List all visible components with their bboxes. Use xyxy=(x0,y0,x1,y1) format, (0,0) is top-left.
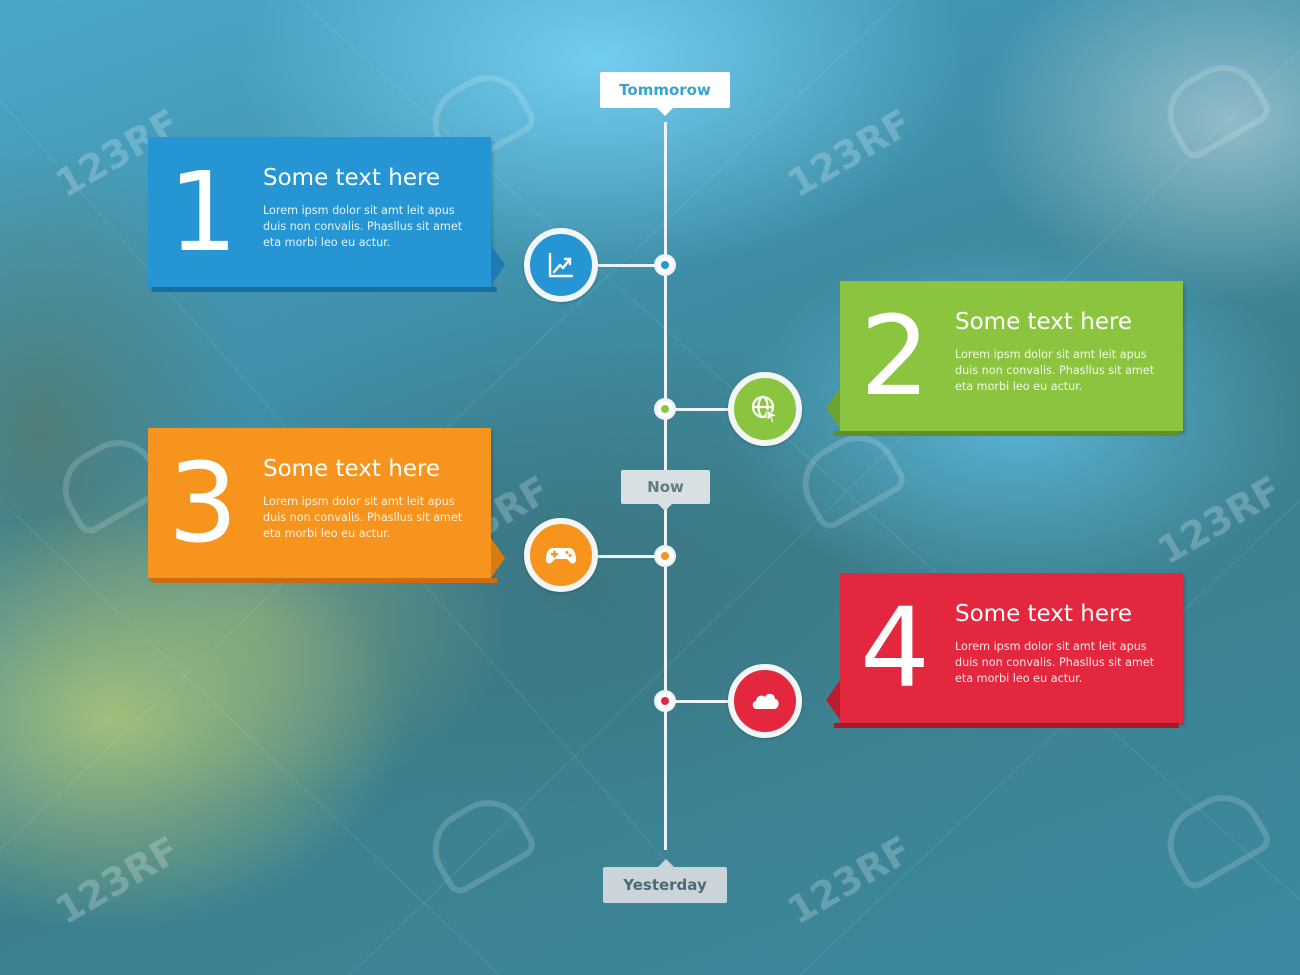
card-shadow-lip xyxy=(152,578,497,583)
card-body: Lorem ipsm dolor sit amt leit apus duis … xyxy=(955,348,1155,393)
card-body: Lorem ipsm dolor sit amt leit apus duis … xyxy=(955,640,1155,685)
globe-cursor-icon xyxy=(728,372,802,446)
connector-3 xyxy=(592,555,664,558)
card-number: 3 xyxy=(168,439,238,567)
timeline-card-4: 4 Some text here Lorem ipsm dolor sit am… xyxy=(826,573,1183,728)
card-body: Lorem ipsm dolor sit amt leit apus duis … xyxy=(263,204,463,249)
card-pointer xyxy=(826,388,840,428)
connector-2 xyxy=(666,408,736,411)
cloud-icon xyxy=(728,664,802,738)
card-title: Some text here xyxy=(263,456,441,482)
connector-1 xyxy=(592,264,664,267)
watermark-text: 123RF xyxy=(780,827,919,934)
timeline-card-2: 2 Some text here Lorem ipsm dolor sit am… xyxy=(826,281,1183,436)
card-title: Some text here xyxy=(955,309,1133,335)
card-body: Lorem ipsm dolor sit amt leit apus duis … xyxy=(263,495,463,540)
watermark-text: 123RF xyxy=(1150,467,1289,574)
timeline-node-3 xyxy=(657,548,673,564)
card-number: 4 xyxy=(860,584,930,712)
card-pointer xyxy=(491,245,505,285)
watermark-text: 123RF xyxy=(780,100,919,207)
timeline-label-tomorrow: Tommorow xyxy=(600,72,730,116)
timeline-node-2 xyxy=(657,401,673,417)
timeline-card-1: 1 Some text here Lorem ipsm dolor sit am… xyxy=(148,137,505,292)
card-pointer xyxy=(826,680,840,720)
card-shadow-lip xyxy=(834,723,1179,728)
timeline-card-3: 3 Some text here Lorem ipsm dolor sit am… xyxy=(148,428,505,583)
card-number: 2 xyxy=(860,292,930,420)
timeline-node-1 xyxy=(657,257,673,273)
timeline-node-4 xyxy=(657,693,673,709)
chart-icon xyxy=(524,228,598,302)
connector-4 xyxy=(666,700,736,703)
card-shadow-lip xyxy=(152,287,497,292)
card-title: Some text here xyxy=(955,601,1133,627)
card-shadow-lip xyxy=(834,431,1179,436)
card-title: Some text here xyxy=(263,165,441,191)
timeline-label-now: Now xyxy=(621,470,710,511)
card-pointer xyxy=(491,538,505,578)
gamepad-icon xyxy=(524,518,598,592)
watermark-text: 123RF xyxy=(48,827,187,934)
card-number: 1 xyxy=(168,148,238,276)
timeline-label-yesterday: Yesterday xyxy=(603,859,727,903)
